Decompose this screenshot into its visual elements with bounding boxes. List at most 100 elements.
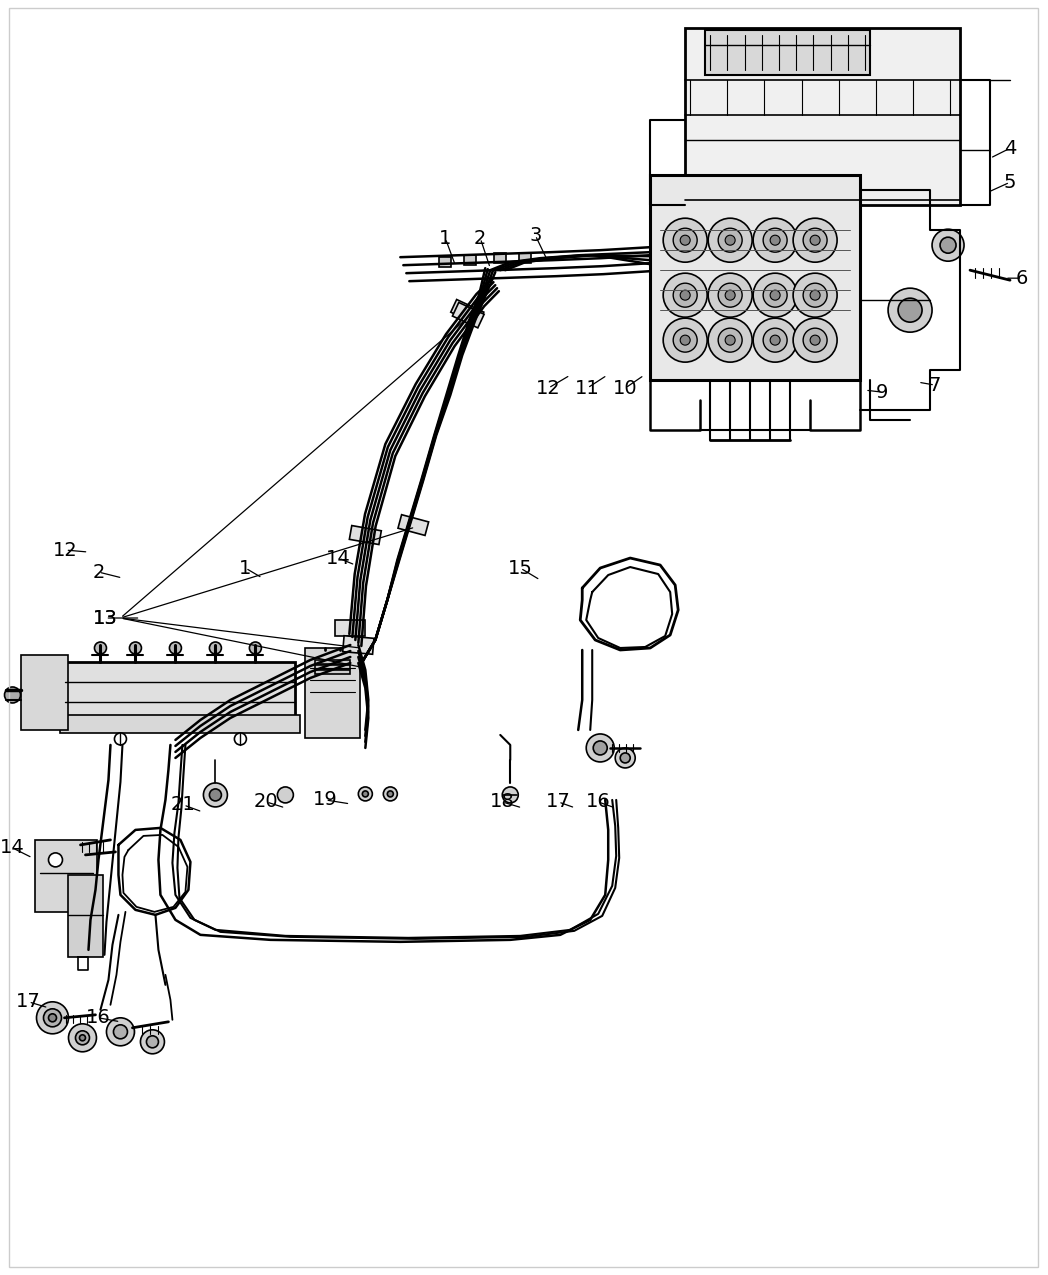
- Text: 20: 20: [254, 793, 279, 811]
- Text: 11: 11: [575, 379, 599, 398]
- Circle shape: [278, 787, 293, 803]
- Circle shape: [249, 643, 261, 654]
- Circle shape: [763, 283, 787, 307]
- Circle shape: [80, 1035, 86, 1040]
- Bar: [343, 636, 374, 654]
- Text: 1: 1: [439, 228, 452, 247]
- Circle shape: [170, 643, 181, 654]
- Circle shape: [754, 273, 798, 317]
- Bar: [21, 655, 68, 731]
- Bar: [519, 254, 531, 263]
- Circle shape: [673, 283, 697, 307]
- Circle shape: [708, 319, 752, 362]
- Text: 12: 12: [536, 379, 561, 398]
- Circle shape: [810, 235, 821, 245]
- Circle shape: [44, 1009, 62, 1026]
- Circle shape: [770, 291, 780, 300]
- Text: 18: 18: [489, 793, 515, 811]
- Circle shape: [68, 1024, 96, 1052]
- Circle shape: [593, 741, 607, 755]
- Bar: [349, 525, 381, 544]
- Circle shape: [725, 291, 735, 300]
- Bar: [68, 875, 104, 956]
- Circle shape: [358, 787, 372, 801]
- Circle shape: [770, 335, 780, 346]
- Circle shape: [663, 273, 707, 317]
- Circle shape: [680, 335, 691, 346]
- Circle shape: [502, 787, 519, 803]
- Circle shape: [803, 228, 827, 252]
- Circle shape: [803, 283, 827, 307]
- Circle shape: [793, 218, 837, 263]
- Circle shape: [107, 1017, 134, 1046]
- Circle shape: [388, 790, 393, 797]
- Circle shape: [384, 787, 397, 801]
- Circle shape: [725, 235, 735, 245]
- Text: 4: 4: [1004, 139, 1017, 158]
- Circle shape: [663, 218, 707, 263]
- Circle shape: [680, 291, 691, 300]
- Circle shape: [718, 328, 742, 352]
- Text: 2: 2: [92, 562, 105, 581]
- Bar: [398, 515, 429, 536]
- Circle shape: [810, 335, 821, 346]
- Bar: [315, 660, 350, 664]
- Circle shape: [75, 1030, 89, 1044]
- Bar: [335, 620, 366, 636]
- Text: 19: 19: [313, 790, 337, 810]
- Circle shape: [37, 1002, 68, 1034]
- Circle shape: [708, 273, 752, 317]
- Circle shape: [235, 733, 246, 745]
- Circle shape: [363, 790, 368, 797]
- Circle shape: [94, 643, 107, 654]
- Text: 6: 6: [1016, 269, 1028, 288]
- Text: 13: 13: [93, 608, 117, 627]
- Bar: [305, 648, 361, 738]
- Circle shape: [708, 218, 752, 263]
- Bar: [61, 715, 301, 733]
- Bar: [464, 255, 476, 265]
- Circle shape: [888, 288, 932, 333]
- Bar: [65, 662, 296, 722]
- Circle shape: [898, 298, 922, 323]
- Circle shape: [113, 1025, 128, 1039]
- Text: 17: 17: [16, 992, 41, 1011]
- Text: 2: 2: [474, 228, 486, 247]
- Circle shape: [793, 319, 837, 362]
- Bar: [315, 669, 350, 674]
- Circle shape: [615, 748, 635, 768]
- Text: 7: 7: [929, 376, 941, 395]
- Circle shape: [754, 218, 798, 263]
- Text: 1: 1: [239, 558, 252, 578]
- Circle shape: [673, 228, 697, 252]
- Circle shape: [130, 643, 141, 654]
- Circle shape: [673, 328, 697, 352]
- Bar: [451, 300, 484, 325]
- Circle shape: [754, 319, 798, 362]
- Bar: [685, 28, 960, 205]
- Circle shape: [586, 734, 614, 762]
- Text: 9: 9: [876, 382, 889, 402]
- Circle shape: [763, 328, 787, 352]
- Text: 16: 16: [586, 793, 611, 811]
- Bar: [650, 175, 860, 380]
- Circle shape: [940, 237, 956, 254]
- Text: 5: 5: [1004, 172, 1017, 191]
- Text: 14: 14: [326, 548, 351, 567]
- Text: 17: 17: [546, 793, 570, 811]
- Text: 3: 3: [529, 226, 542, 245]
- Bar: [453, 302, 484, 328]
- Bar: [36, 840, 97, 912]
- Circle shape: [210, 643, 221, 654]
- Circle shape: [932, 230, 964, 261]
- Text: 21: 21: [171, 796, 196, 815]
- Circle shape: [793, 273, 837, 317]
- Bar: [439, 258, 452, 268]
- Text: 10: 10: [613, 379, 637, 398]
- Text: 16: 16: [86, 1009, 111, 1028]
- Circle shape: [147, 1035, 158, 1048]
- Circle shape: [48, 853, 63, 867]
- Circle shape: [770, 235, 780, 245]
- Text: 12: 12: [53, 541, 78, 560]
- Bar: [705, 31, 870, 75]
